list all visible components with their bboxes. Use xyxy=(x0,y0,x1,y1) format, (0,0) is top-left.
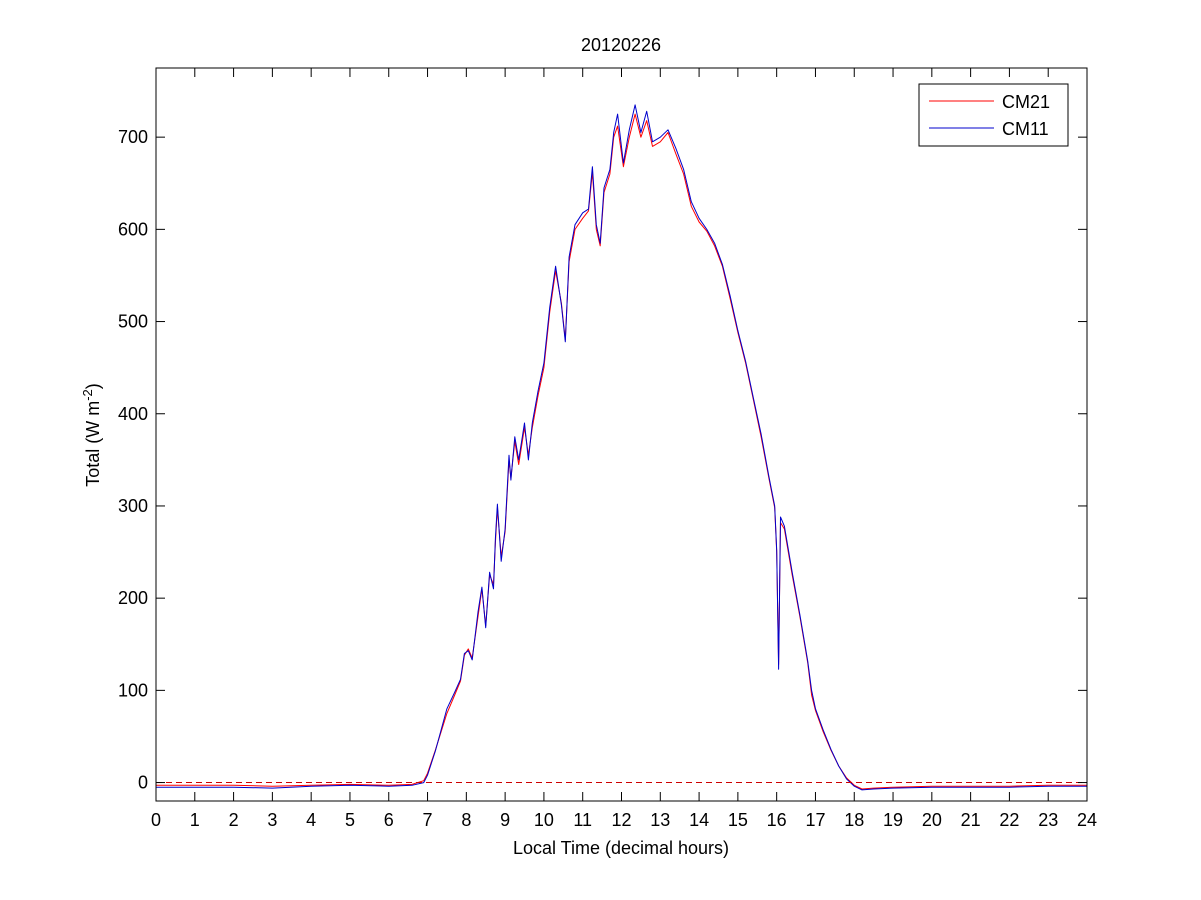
x-tick-label: 10 xyxy=(534,810,554,830)
x-tick-label: 0 xyxy=(151,810,161,830)
y-tick-label: 500 xyxy=(118,312,148,332)
x-tick-label: 11 xyxy=(573,810,592,830)
legend-label-cm21: CM21 xyxy=(1002,92,1050,112)
x-tick-label: 19 xyxy=(883,810,903,830)
x-tick-label: 5 xyxy=(345,810,355,830)
x-tick-label: 15 xyxy=(728,810,748,830)
x-tick-label: 24 xyxy=(1077,810,1097,830)
y-tick-label: 200 xyxy=(118,588,148,608)
x-tick-label: 22 xyxy=(999,810,1019,830)
tick-layer: 0 1 2 3 4 5 6 7 8 9 10 11 12 13 14 15 16 17 18 19 20 21 22 23 24… xyxy=(118,68,1097,830)
legend-box xyxy=(918,83,1069,147)
x-tick-label: 16 xyxy=(767,810,787,830)
x-axis-label: Local Time (decimal hours) xyxy=(513,838,729,858)
x-tick-label: 23 xyxy=(1038,810,1058,830)
y-axis-label-main: Total (W m xyxy=(83,401,103,487)
y-tick-label: 100 xyxy=(118,680,148,700)
x-tick-label: 2 xyxy=(229,810,239,830)
y-tick-label: 700 xyxy=(118,127,148,147)
y-tick-label: 0 xyxy=(138,773,148,793)
x-tick-label: 13 xyxy=(650,810,670,830)
x-tick-label: 8 xyxy=(461,810,471,830)
x-tick-label: 6 xyxy=(384,810,394,830)
x-tick-label: 7 xyxy=(423,810,433,830)
y-tick-label: 600 xyxy=(118,219,148,239)
series-layer xyxy=(156,104,1087,791)
y-axis-label-close: ) xyxy=(83,383,103,389)
legend: CM21 CM11 xyxy=(918,83,1069,147)
x-tick-label: 17 xyxy=(805,810,825,830)
x-tick-label: 21 xyxy=(961,810,981,830)
legend-label-cm11: CM11 xyxy=(1002,119,1049,139)
chart-title: 20120226 xyxy=(581,35,661,55)
x-tick-label: 1 xyxy=(190,810,200,830)
x-tick-label: 3 xyxy=(267,810,277,830)
y-axis-label-superscript: -2 xyxy=(80,389,95,401)
y-axis-label: Total (W m-2) xyxy=(80,383,103,487)
x-tick-label: 14 xyxy=(689,810,709,830)
x-tick-label: 4 xyxy=(306,810,316,830)
x-tick-label: 18 xyxy=(844,810,864,830)
y-tick-label: 300 xyxy=(118,496,148,516)
y-tick-label: 400 xyxy=(118,404,148,424)
series-line-cm11 xyxy=(156,104,1087,791)
x-tick-label: 9 xyxy=(500,810,510,830)
x-tick-label: 20 xyxy=(922,810,942,830)
x-tick-label: 12 xyxy=(611,810,631,830)
